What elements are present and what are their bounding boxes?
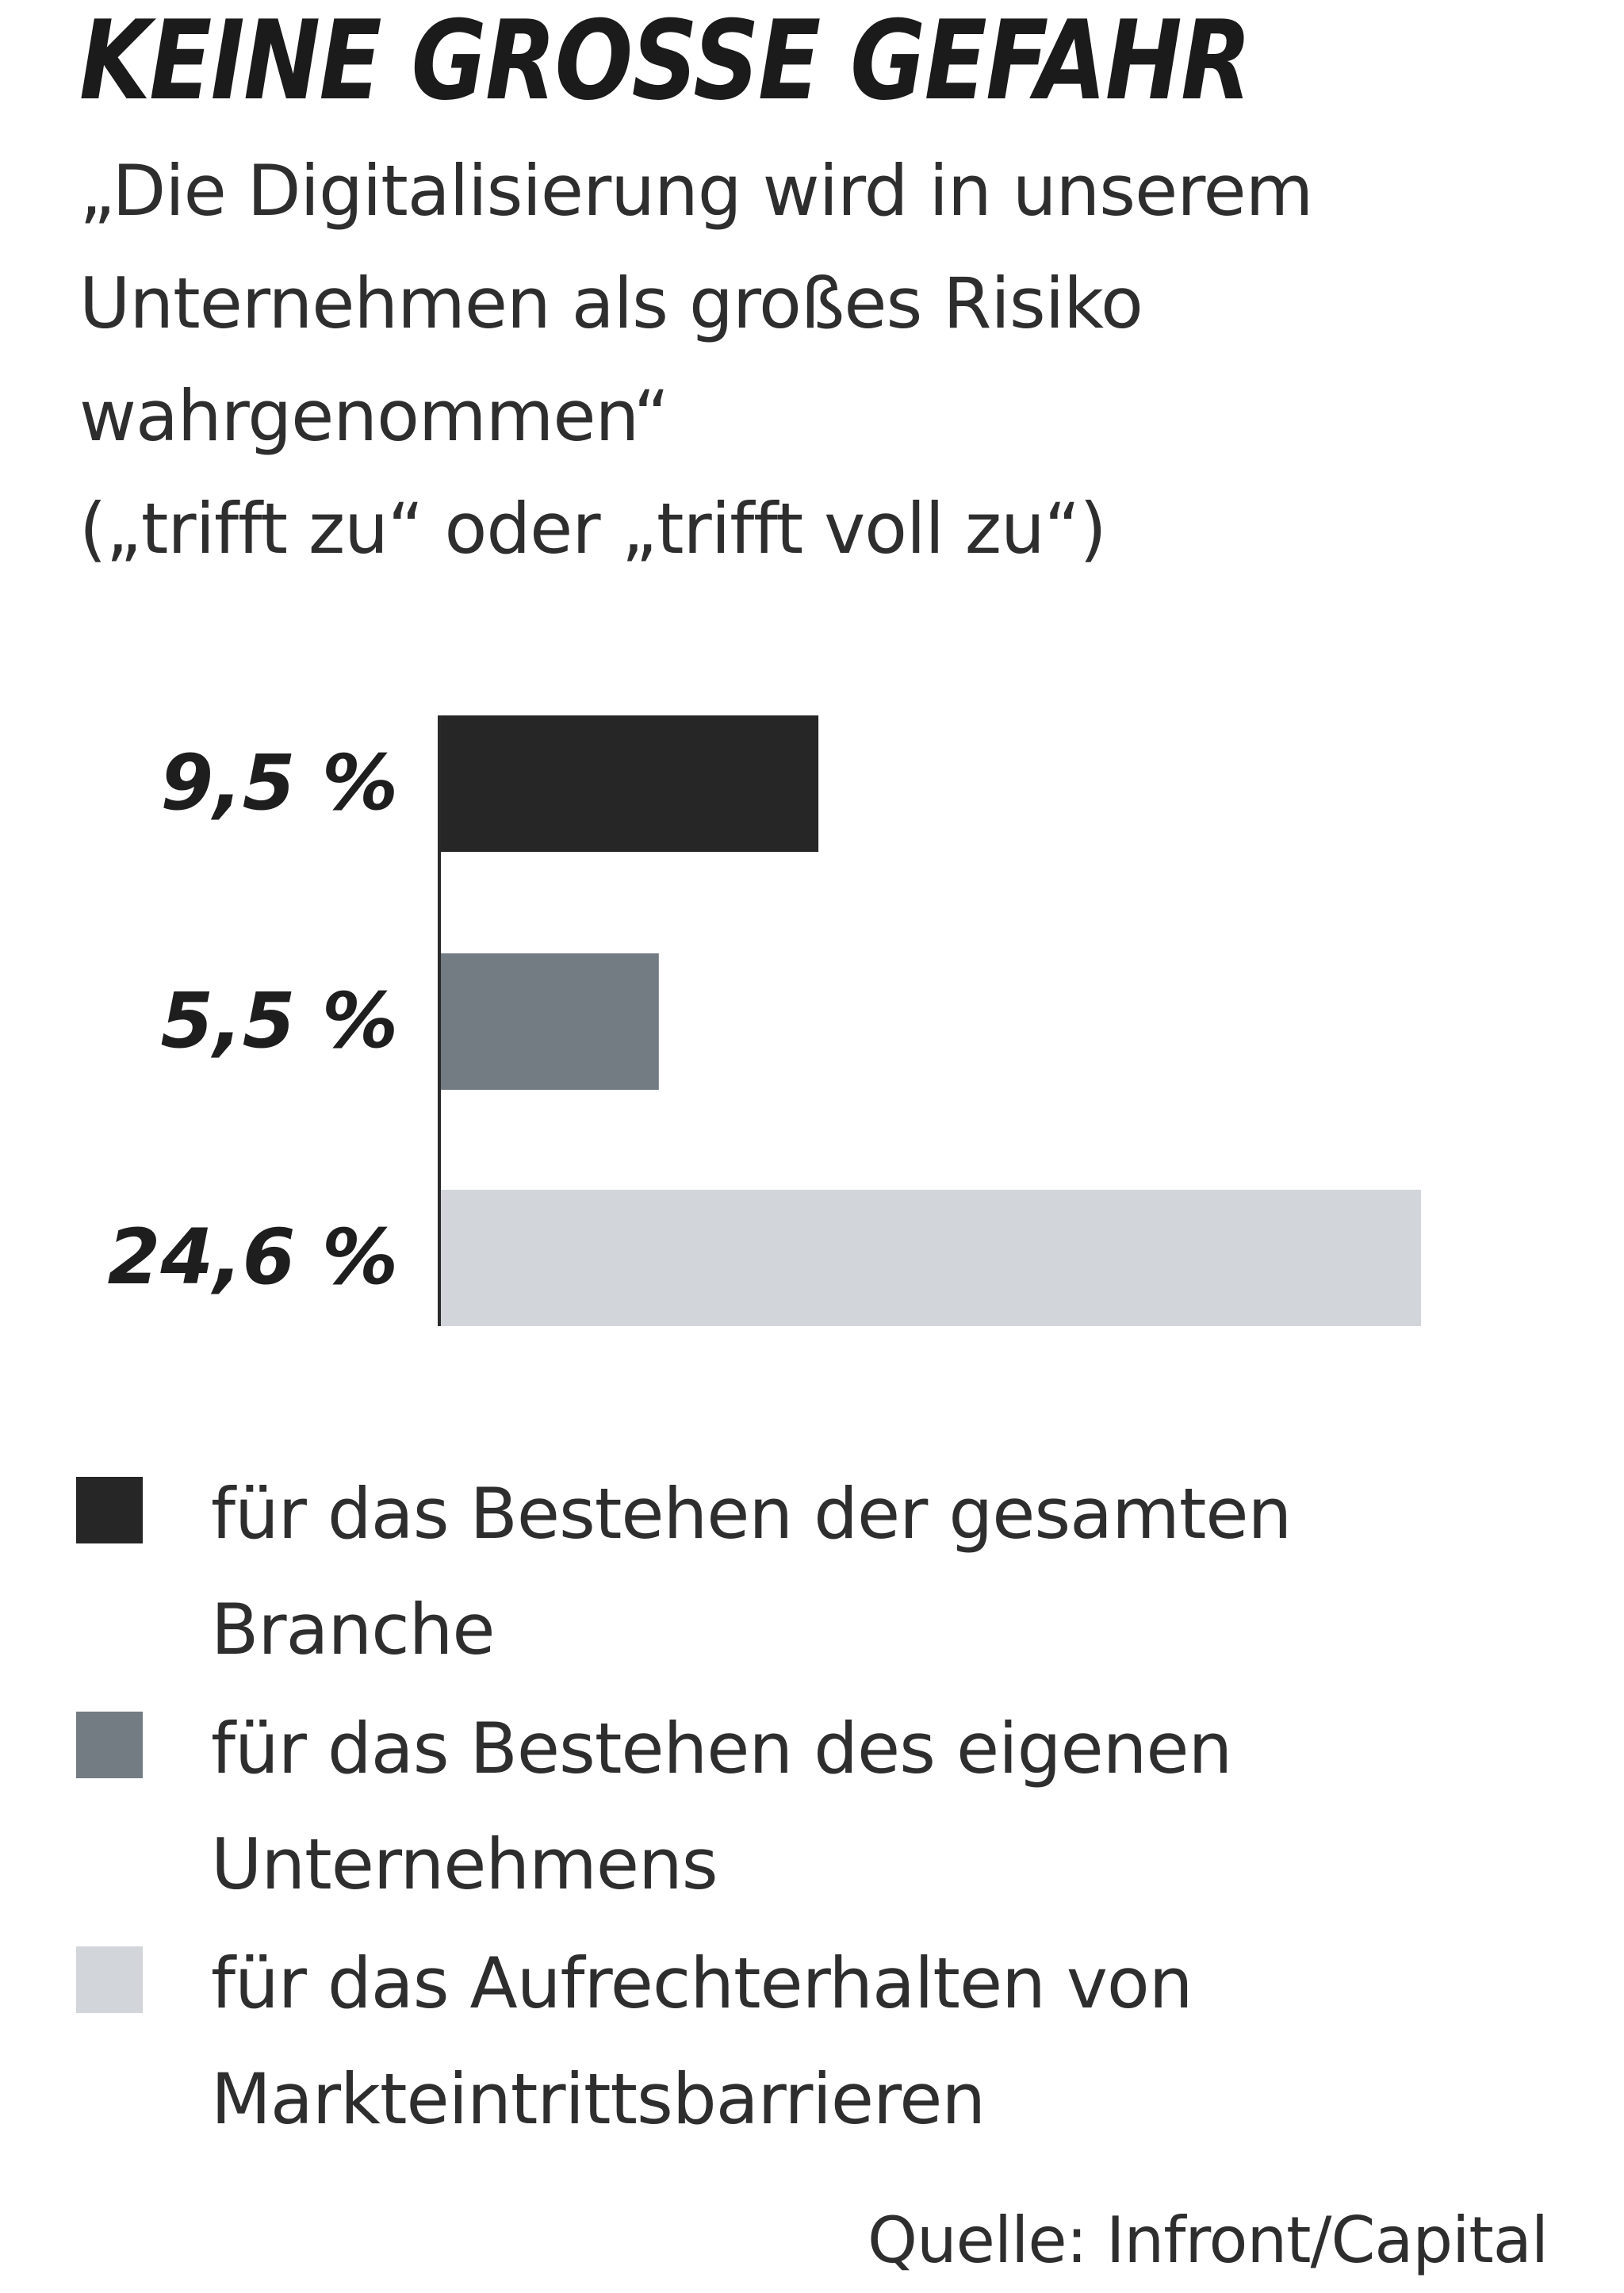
source-note: Quelle: Infront/Capital [867, 2203, 1549, 2277]
bar [439, 953, 659, 1090]
subtitle-line: („trifft zu“ oder „trifft voll zu“) [79, 488, 1107, 569]
subtitle-line: „Die Digitalisierung wird in unserem [79, 150, 1313, 232]
legend-label: Unternehmens [211, 1823, 718, 1905]
data-label: 5,5 % [160, 976, 398, 1065]
bar [439, 715, 819, 852]
legend-swatch [76, 1946, 143, 2013]
legend-label: Markteintrittsbarrieren [211, 2058, 986, 2140]
chart-legend: für das Bestehen der gesamten Branche fü… [76, 1456, 1583, 2161]
chart-title: KEINE GROSSE GEFAHR [79, 0, 1251, 125]
legend-label: für das Bestehen der gesamten [211, 1473, 1292, 1555]
data-label: 24,6 % [108, 1213, 398, 1302]
subtitle-line: wahrgenommen“ [79, 375, 669, 457]
legend-item: für das Bestehen der gesamten Branche [76, 1456, 1583, 1688]
legend-label: Branche [211, 1589, 496, 1670]
legend-label: für das Bestehen des eigenen [211, 1708, 1232, 1789]
legend-label: für das Aufrechterhalten von [211, 1942, 1193, 2024]
data-label: 9,5 % [160, 738, 398, 827]
bar-chart: 9,5 % 5,5 % 24,6 % [108, 715, 1421, 1326]
chart-subtitle: „Die Digitalisierung wird in unserem Unt… [79, 135, 1602, 585]
bar [439, 1190, 1421, 1326]
legend-item: für das Bestehen des eigenen Unternehmen… [76, 1691, 1583, 1923]
legend-item: für das Aufrechterhalten von Markteintri… [76, 1926, 1583, 2157]
legend-swatch [76, 1477, 143, 1543]
legend-swatch [76, 1712, 143, 1778]
subtitle-line: Unternehmen als großes Risiko [79, 263, 1143, 344]
